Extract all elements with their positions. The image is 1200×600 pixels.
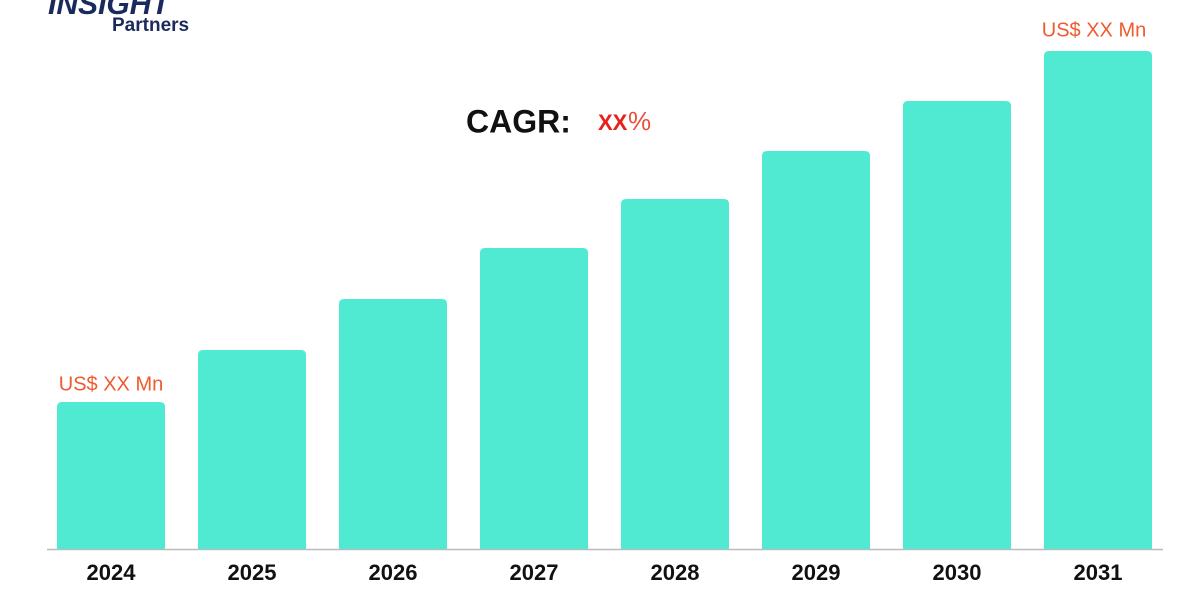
bar [762,151,870,549]
value-label: US$ XX Mn [1042,19,1146,41]
bar [621,199,729,549]
cagr-value: XX [598,110,628,135]
logo-sub: Partners [112,15,189,36]
x-tick-label: 2031 [1074,560,1123,585]
value-label: US$ XX Mn [59,373,163,395]
bar [1044,51,1152,549]
logo-brand: INSIGHT [48,0,172,21]
bar [339,299,447,549]
bar [903,101,1011,549]
x-tick-label: 2029 [792,560,841,585]
x-tick-label: 2027 [510,560,559,585]
bar [57,402,165,549]
cagr-label: CAGR: [466,103,571,139]
x-tick-label: 2026 [369,560,418,585]
bar [480,248,588,549]
cagr-unit: % [628,106,651,136]
x-tick-label: 2030 [933,560,982,585]
x-tick-label: 2025 [228,560,277,585]
x-tick-label: 2028 [651,560,700,585]
x-tick-label: 2024 [87,560,137,585]
bar [198,350,306,549]
